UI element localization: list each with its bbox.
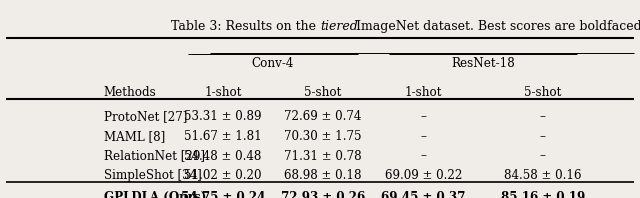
Text: –: – [540, 110, 546, 123]
Text: 1-shot: 1-shot [404, 86, 442, 99]
Text: 1-shot: 1-shot [204, 86, 241, 99]
Text: MAML [8]: MAML [8] [104, 130, 165, 143]
Text: 69.45 ± 0.37: 69.45 ± 0.37 [381, 191, 466, 198]
Text: 72.93 ± 0.26: 72.93 ± 0.26 [281, 191, 365, 198]
Text: Methods: Methods [104, 86, 156, 99]
Text: RelationNet [29]: RelationNet [29] [104, 149, 205, 163]
Text: 54.75 ± 0.24: 54.75 ± 0.24 [180, 191, 265, 198]
Text: 5-shot: 5-shot [524, 86, 561, 99]
Text: 85.16 ± 0.19: 85.16 ± 0.19 [500, 191, 585, 198]
Text: –: – [540, 130, 546, 143]
Text: 5-shot: 5-shot [305, 86, 342, 99]
Text: SimpleShot [34]: SimpleShot [34] [104, 169, 202, 182]
Text: 54.48 ± 0.48: 54.48 ± 0.48 [184, 149, 262, 163]
Text: 51.67 ± 1.81: 51.67 ± 1.81 [184, 130, 262, 143]
Text: tiered: tiered [320, 20, 358, 33]
Text: 71.31 ± 0.78: 71.31 ± 0.78 [284, 149, 362, 163]
Text: ResNet-18: ResNet-18 [451, 57, 515, 70]
Text: ProtoNet [27]: ProtoNet [27] [104, 110, 187, 123]
Text: Conv-4: Conv-4 [252, 57, 294, 70]
Text: 72.69 ± 0.74: 72.69 ± 0.74 [284, 110, 362, 123]
Text: ImageNet dataset. Best scores are boldfaced.: ImageNet dataset. Best scores are boldfa… [356, 20, 640, 33]
Text: 84.58 ± 0.16: 84.58 ± 0.16 [504, 169, 581, 182]
Text: 51.02 ± 0.20: 51.02 ± 0.20 [184, 169, 262, 182]
Text: –: – [540, 149, 546, 163]
Text: Table 3: Results on the: Table 3: Results on the [171, 20, 320, 33]
Text: –: – [420, 130, 426, 143]
Text: –: – [420, 110, 426, 123]
Text: 53.31 ± 0.89: 53.31 ± 0.89 [184, 110, 262, 123]
Text: 68.98 ± 0.18: 68.98 ± 0.18 [284, 169, 362, 182]
Text: 69.09 ± 0.22: 69.09 ± 0.22 [385, 169, 462, 182]
Text: 70.30 ± 1.75: 70.30 ± 1.75 [284, 130, 362, 143]
Text: –: – [420, 149, 426, 163]
Text: GPLDLA (Ours): GPLDLA (Ours) [104, 191, 206, 198]
